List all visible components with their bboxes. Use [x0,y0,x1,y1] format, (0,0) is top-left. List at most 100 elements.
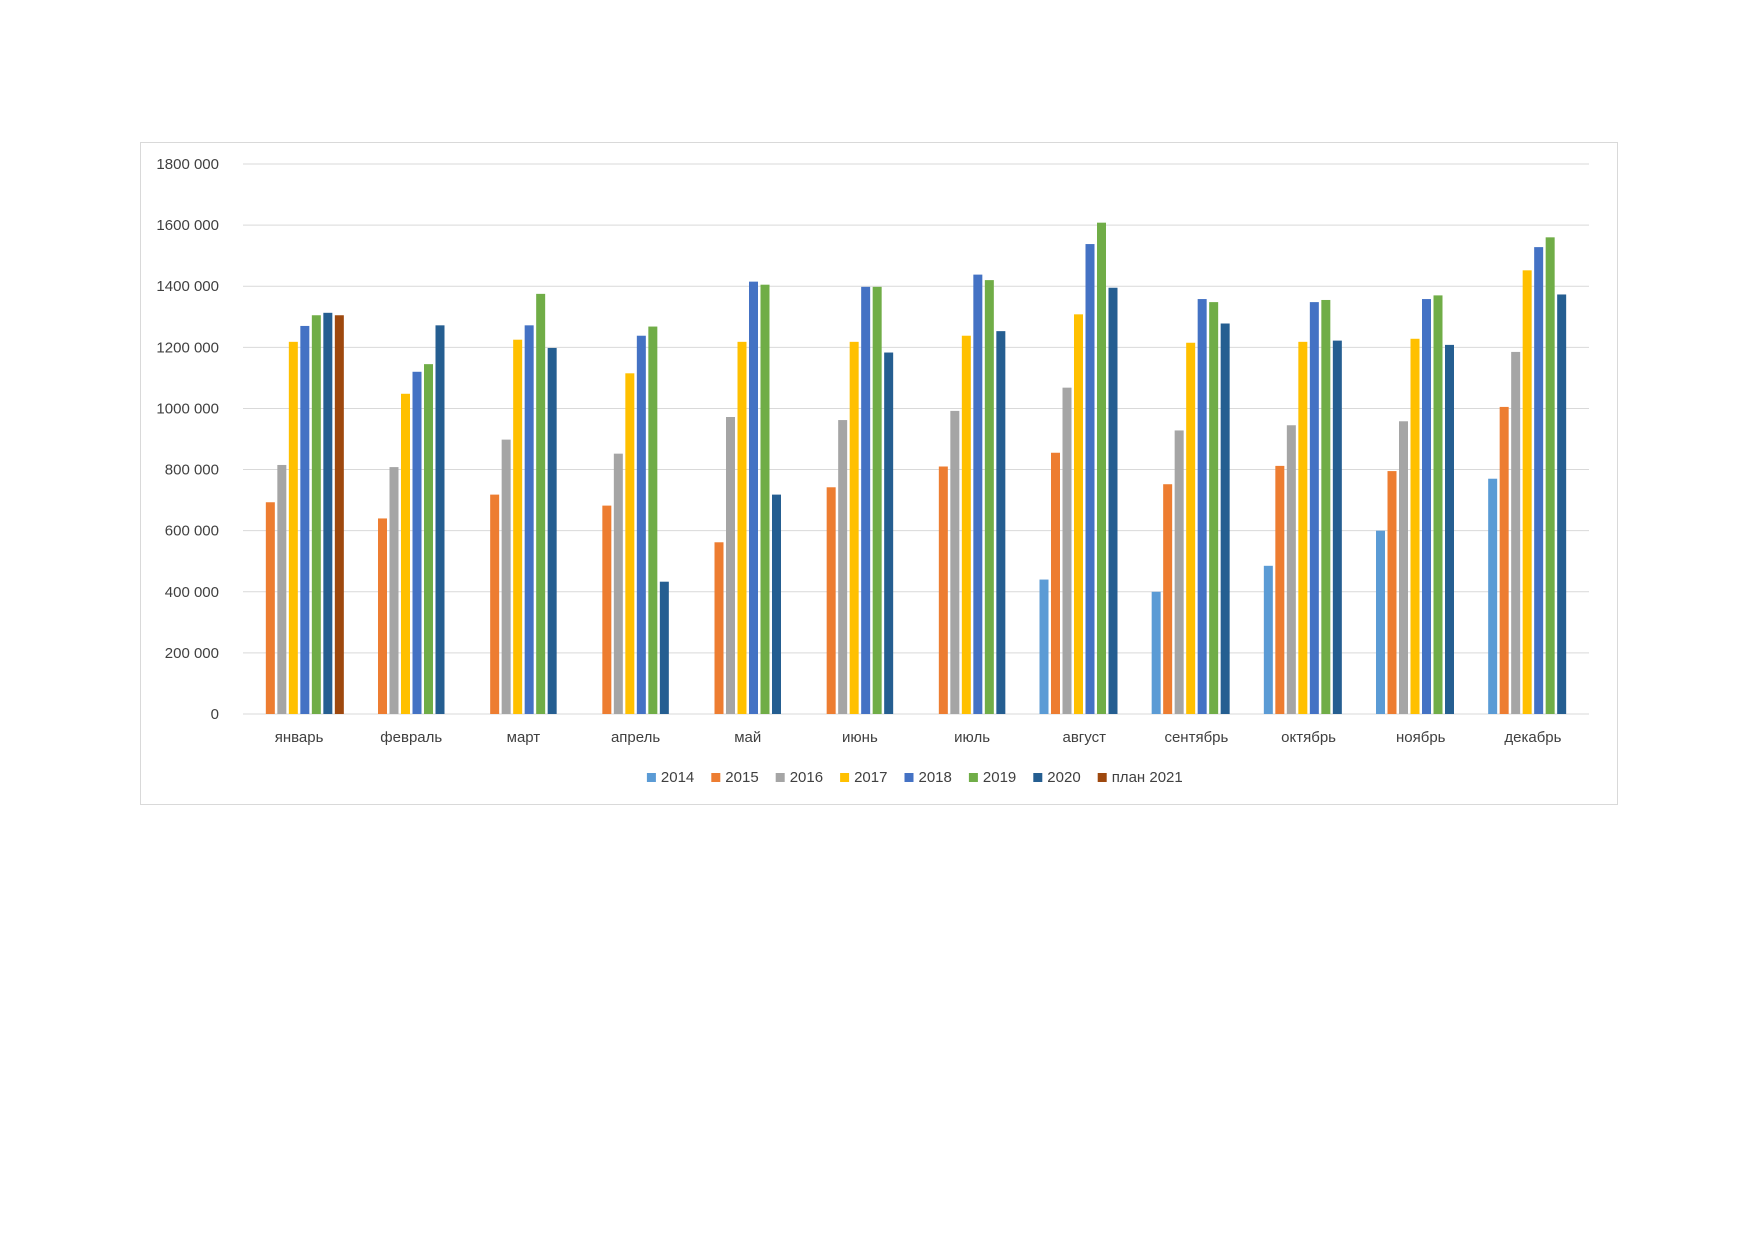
bar-2018-9 [1309,302,1319,714]
bar-2015-7 [1051,452,1060,714]
y-tick-label: 400 000 [165,584,219,601]
y-tick-label: 1800 000 [156,156,219,173]
y-tick-label: 200 000 [165,645,219,662]
bar-2014-11 [1488,478,1498,714]
bar-2016-8 [1174,430,1184,714]
bar-2017-7 [1074,314,1083,714]
bar-2016-0 [277,464,287,714]
y-tick-label: 600 000 [165,523,219,540]
bar-2017-10 [1410,338,1420,714]
legend-label: 2015 [725,769,758,786]
bar-2016-3 [613,453,623,714]
bar-2016-6 [950,410,960,714]
legend-swatch [840,773,850,782]
bar-2020-1 [435,325,445,714]
bar-2015-9 [1275,465,1285,714]
x-category-label: август [1063,729,1107,746]
gridlines [243,163,1589,715]
x-category-label: декабрь [1504,729,1561,746]
bar-2017-4 [737,341,747,714]
bar-2019-11 [1545,237,1555,714]
bar-2019-4 [760,284,770,714]
legend: 2014 2015 2016 2017 2018 2019 2020 план 2021 [646,769,1183,786]
bar-2020-8 [1220,323,1230,714]
bar-2015-0 [265,502,275,714]
bar-2014-9 [1263,565,1273,714]
legend-label: 2016 [790,769,823,786]
y-tick-label: 1400 000 [156,278,219,295]
legend-swatch [1033,773,1043,782]
bar-2020-0 [323,312,333,714]
legend-label: 2017 [854,769,887,786]
bar-2018-2 [524,325,534,714]
legend-label: 2018 [919,769,952,786]
bar-2019-10 [1433,295,1443,714]
bar-2017-11 [1522,270,1532,714]
x-category-label: сентябрь [1164,729,1228,746]
bar-2017-9 [1298,341,1308,714]
bar-2019-2 [536,293,546,714]
x-category-label: ноябрь [1396,729,1446,746]
bar-2019-5 [872,286,882,714]
bar-2020-2 [547,347,557,714]
legend-swatch [904,773,914,782]
y-axis-ticks: 0 200 000 400 000 600 000 800 000 1000 000 120… [156,156,219,723]
bar-2020-7 [1108,287,1118,714]
bar-2014-8 [1151,591,1161,714]
bar-2018-10 [1422,299,1431,714]
bar-2014-7 [1039,579,1049,714]
bar-2020-11 [1557,294,1567,714]
bar-2018-3 [636,335,646,714]
y-tick-label: 0 [211,706,219,723]
bar-2017-3 [625,373,635,714]
x-axis-categories: январь февраль март апрель май июнь июль август… [275,729,1562,746]
x-category-label: апрель [611,729,660,746]
legend-label: 2020 [1047,769,1080,786]
bar-2019-7 [1097,222,1106,714]
bar-2017-6 [961,335,971,714]
bar-2016-2 [501,439,511,714]
bar-2020-9 [1332,340,1342,714]
bar-2018-6 [973,274,983,714]
bar-2020-3 [659,581,669,714]
legend-swatch [1097,773,1107,782]
bar-2015-3 [602,505,612,714]
y-tick-label: 1000 000 [156,400,219,417]
bar-2015-4 [714,542,724,714]
bar-2019-3 [648,326,658,714]
x-category-label: январь [275,729,324,746]
bar-2018-5 [861,286,871,714]
bar-2016-9 [1286,425,1296,714]
bar-2015-1 [378,518,387,714]
bar-2016-4 [726,417,735,714]
bar-2016-11 [1511,351,1521,714]
bar-2018-4 [749,281,758,714]
bar-2018-0 [300,325,310,714]
bar-2018-8 [1197,299,1207,714]
bar-2018-1 [412,371,422,714]
bar-2019-9 [1321,299,1331,714]
bar-2015-5 [826,487,836,714]
bar-2020-10 [1445,344,1454,714]
bar-2017-0 [288,341,298,714]
bar-план-2021-0 [334,315,344,714]
bar-2017-5 [849,341,859,714]
bar-2015-6 [938,466,948,714]
legend-label: 2014 [661,769,694,786]
x-category-label: октябрь [1281,729,1336,746]
bar-2015-10 [1387,471,1397,714]
bar-2018-11 [1534,247,1544,714]
legend-swatch [711,773,721,782]
bar-2020-4 [772,494,781,714]
bar-2016-5 [838,420,848,714]
bar-2017-8 [1186,342,1196,714]
x-category-label: февраль [380,729,442,746]
bar-2015-2 [490,494,500,714]
bar-2019-1 [424,364,433,714]
bar-2015-11 [1499,406,1509,714]
bar-2016-7 [1062,387,1072,714]
bar-2019-0 [311,315,321,714]
legend-label: 2019 [983,769,1016,786]
legend-label: план 2021 [1112,769,1183,786]
legend-swatch [775,773,785,782]
